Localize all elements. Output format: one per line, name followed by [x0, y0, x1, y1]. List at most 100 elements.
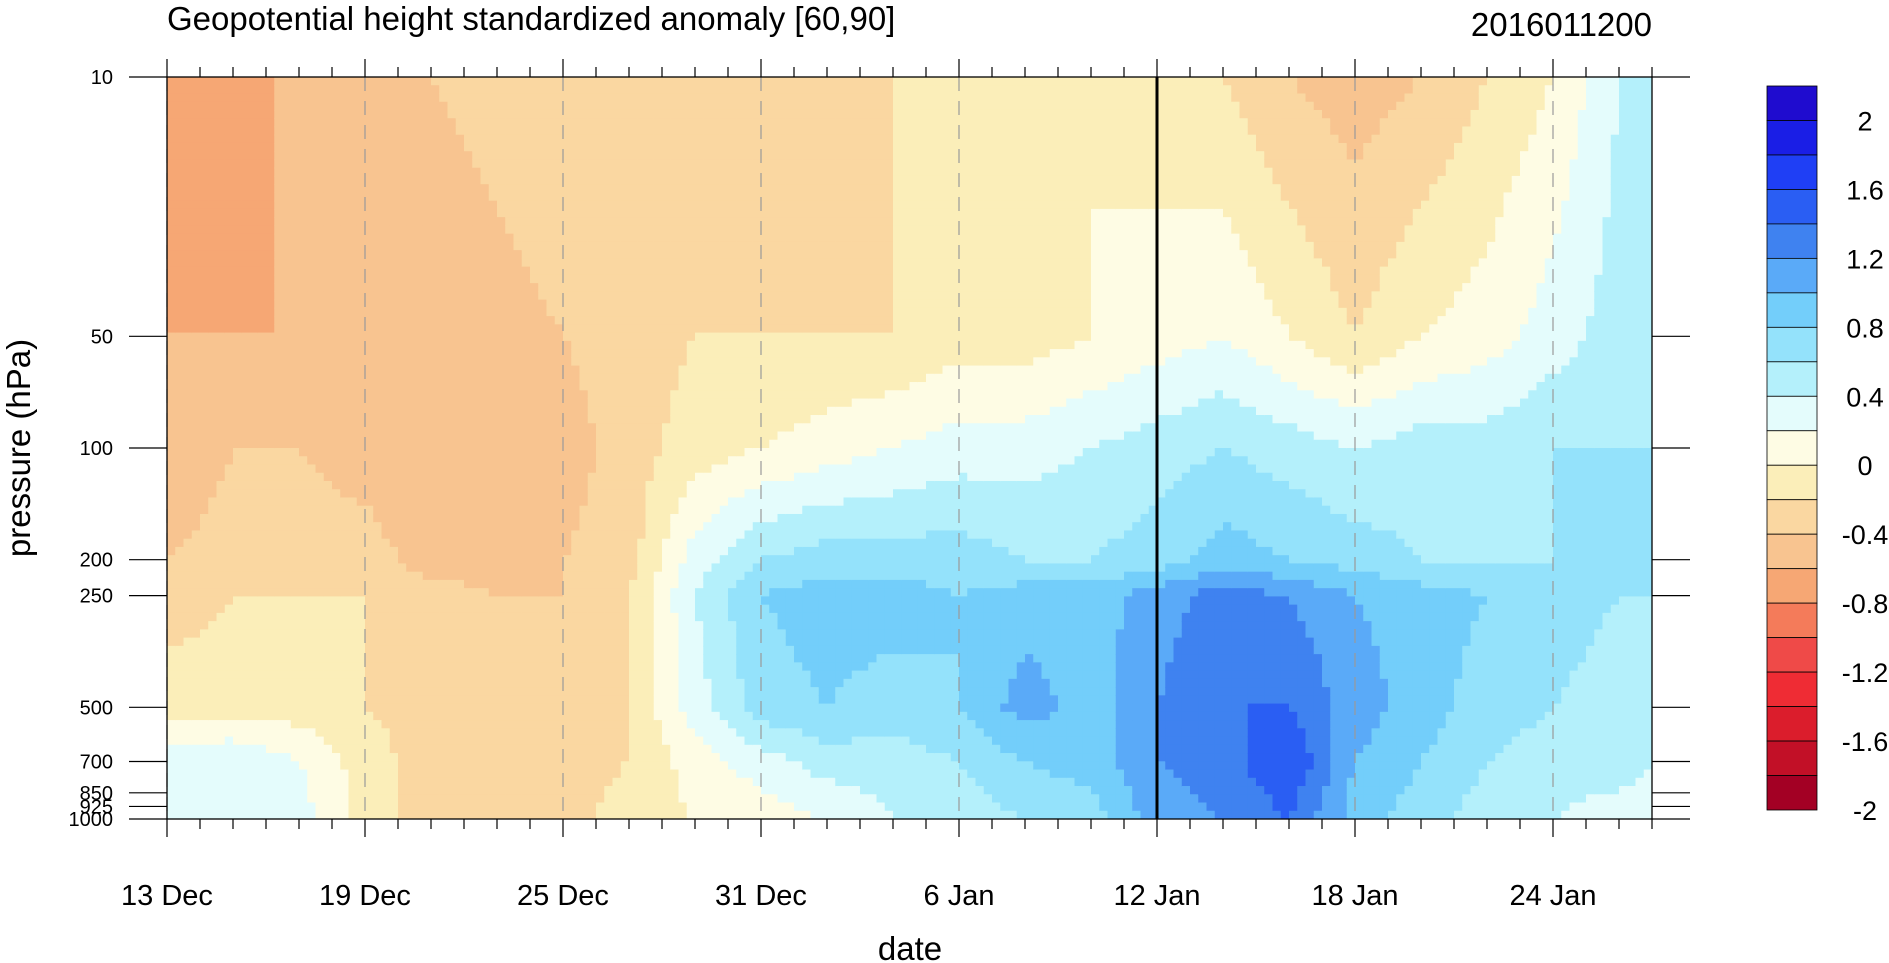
- contour-cell: [307, 563, 317, 573]
- contour-cell: [538, 513, 548, 523]
- contour-cell: [480, 415, 490, 424]
- contour-cell: [191, 505, 201, 515]
- contour-cell: [381, 431, 391, 441]
- contour-cell: [596, 85, 605, 95]
- contour-cell: [612, 241, 622, 251]
- contour-cell: [348, 744, 358, 754]
- contour-cell: [497, 340, 506, 350]
- contour-cell: [439, 406, 449, 416]
- contour-cell: [398, 283, 407, 292]
- contour-cell: [464, 217, 473, 226]
- contour-cell: [167, 373, 176, 383]
- contour-cell: [323, 497, 333, 507]
- contour-cell: [348, 629, 358, 639]
- contour-cell: [530, 184, 539, 194]
- contour-cell: [290, 439, 300, 449]
- contour-cell: [249, 448, 259, 457]
- contour-cell: [431, 126, 440, 136]
- contour-cell: [398, 621, 407, 630]
- contour-cell: [282, 579, 292, 589]
- contour-cell: [497, 480, 506, 490]
- contour-cell: [373, 159, 383, 169]
- contour-cell: [488, 382, 498, 391]
- contour-cell: [612, 761, 622, 771]
- contour-cell: [348, 530, 358, 540]
- contour-cell: [216, 316, 226, 325]
- contour-cell: [464, 118, 473, 128]
- contour-cell: [282, 217, 292, 226]
- contour-cell: [472, 571, 482, 581]
- contour-cell: [233, 431, 242, 441]
- contour-cell: [224, 711, 234, 721]
- contour-cell: [546, 604, 556, 614]
- contour-cell: [167, 250, 176, 259]
- contour-cell: [546, 497, 556, 507]
- contour-cell: [249, 629, 259, 639]
- contour-cell: [596, 777, 605, 787]
- contour-cell: [431, 390, 440, 400]
- contour-cell: [431, 93, 440, 103]
- contour-cell: [183, 662, 193, 672]
- contour-cell: [315, 118, 325, 128]
- contour-cell: [505, 134, 515, 144]
- contour-cell: [299, 497, 308, 507]
- contour-cell: [554, 596, 564, 606]
- contour-cell: [373, 604, 383, 614]
- contour-cell: [282, 200, 292, 210]
- contour-cell: [480, 151, 490, 161]
- contour-cell: [257, 810, 267, 819]
- contour-cell: [472, 274, 482, 284]
- contour-cell: [241, 307, 251, 317]
- contour-cell: [497, 316, 506, 325]
- contour-cell: [175, 522, 185, 532]
- contour-cell: [373, 588, 383, 597]
- contour-cell: [414, 340, 424, 350]
- contour-cell: [381, 390, 391, 400]
- contour-cell: [373, 357, 383, 367]
- contour-cell: [348, 637, 358, 647]
- contour-cell: [554, 316, 564, 325]
- contour-cell: [167, 448, 176, 457]
- contour-cell: [241, 184, 251, 194]
- contour-cell: [587, 340, 597, 350]
- contour-cell: [406, 703, 416, 713]
- contour-cell: [414, 744, 424, 754]
- contour-cell: [554, 604, 564, 614]
- contour-cell: [439, 423, 449, 433]
- contour-cell: [208, 703, 218, 713]
- contour-cell: [406, 192, 416, 202]
- contour-cell: [340, 695, 350, 705]
- contour-cell: [249, 200, 259, 210]
- contour-cell: [257, 802, 267, 812]
- contour-cell: [274, 398, 284, 408]
- contour-cell: [191, 349, 201, 358]
- contour-cell: [464, 761, 473, 771]
- contour-cell: [546, 208, 556, 218]
- contour-cell: [439, 596, 449, 606]
- contour-cell: [455, 670, 465, 680]
- contour-cell: [175, 588, 185, 597]
- contour-cell: [332, 274, 341, 284]
- contour-cell: [464, 654, 473, 663]
- contour-cell: [332, 258, 341, 268]
- contour-cell: [497, 250, 506, 259]
- contour-cell: [373, 563, 383, 573]
- contour-cell: [505, 555, 515, 565]
- contour-cell: [249, 769, 259, 779]
- contour-cell: [340, 810, 350, 819]
- contour-cell: [183, 142, 193, 152]
- contour-cell: [488, 439, 498, 449]
- contour-cell: [480, 579, 490, 589]
- contour-cell: [348, 258, 358, 268]
- contour-cell: [389, 439, 399, 449]
- contour-cell: [422, 241, 432, 251]
- contour-cell: [612, 332, 622, 342]
- contour-cell: [398, 299, 407, 309]
- contour-cell: [307, 720, 317, 729]
- contour-cell: [554, 217, 564, 226]
- contour-cell: [521, 85, 531, 95]
- contour-cell: [332, 250, 341, 259]
- contour-cell: [233, 324, 242, 334]
- contour-cell: [167, 101, 176, 111]
- contour-cell: [497, 538, 506, 548]
